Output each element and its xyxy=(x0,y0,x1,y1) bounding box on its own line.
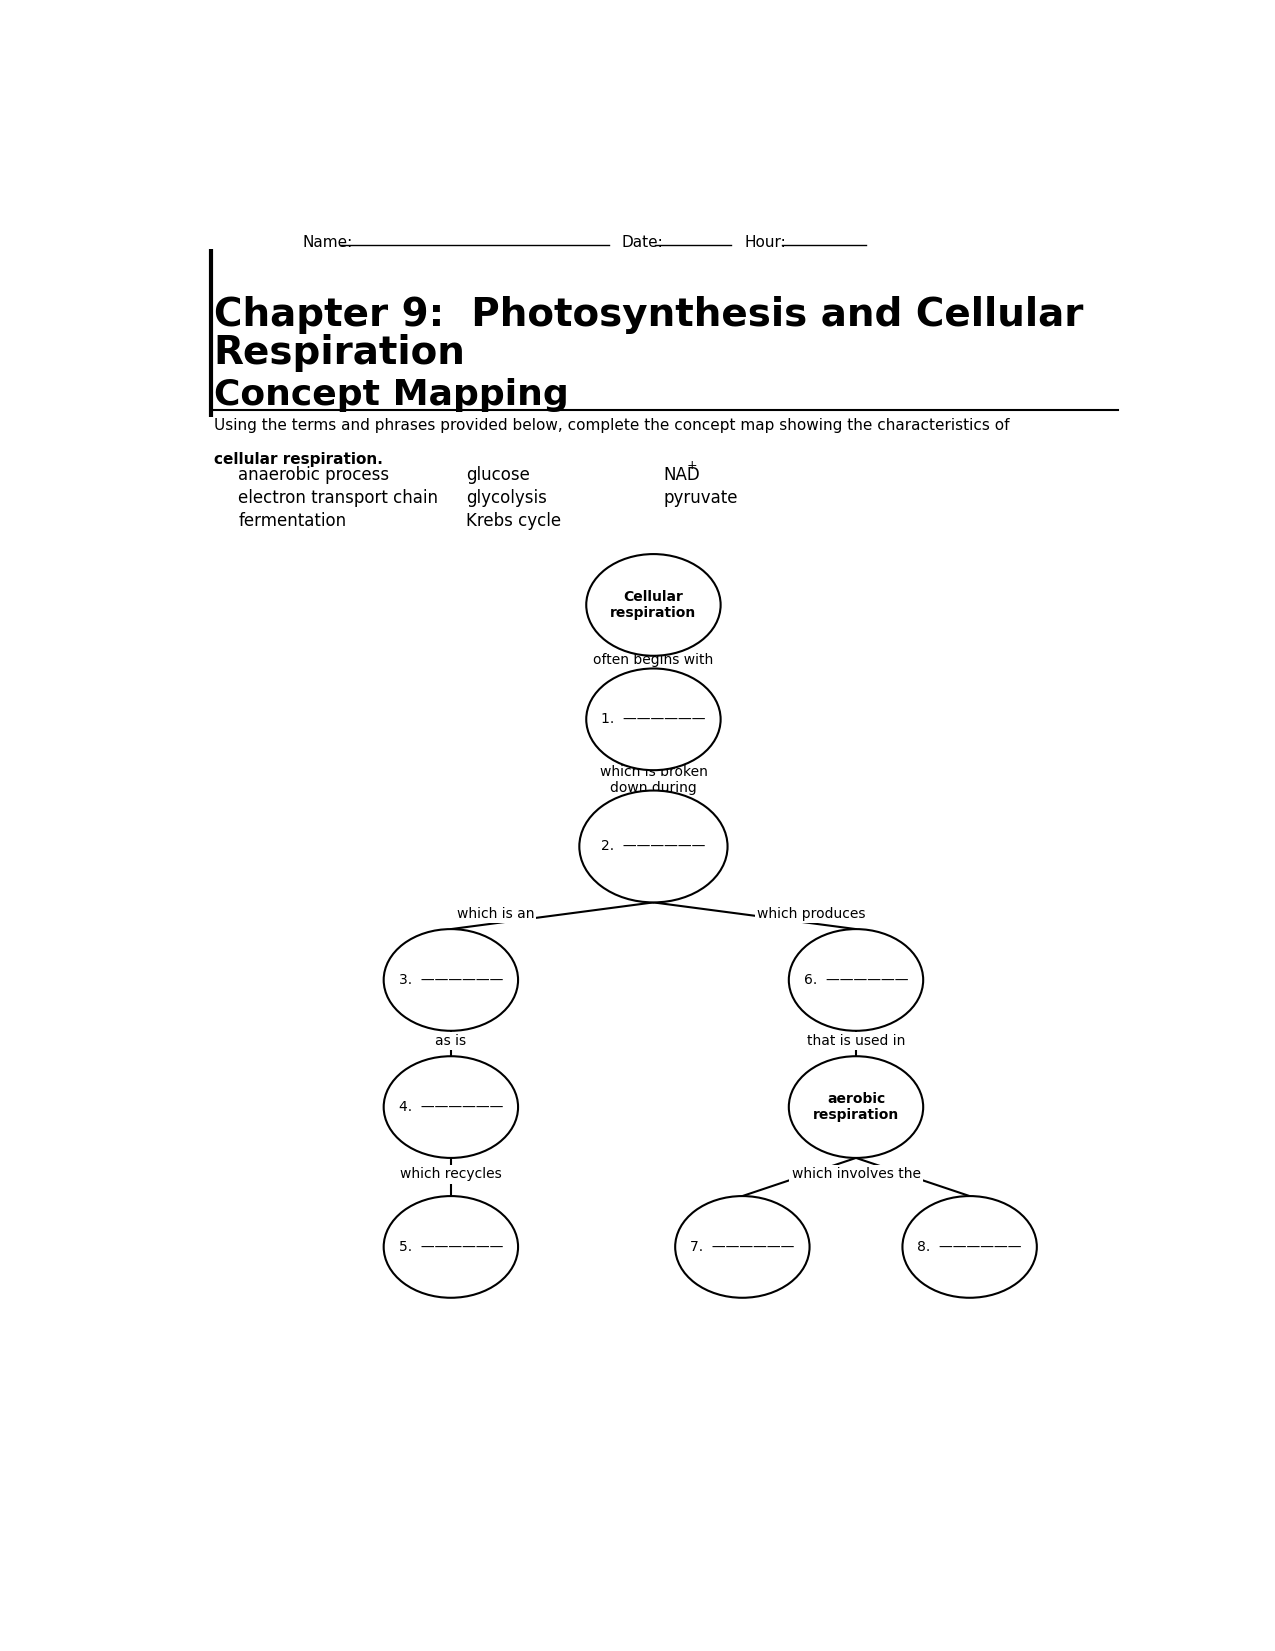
Text: pyruvate: pyruvate xyxy=(663,489,738,507)
Text: Concept Mapping: Concept Mapping xyxy=(214,378,569,413)
Text: +: + xyxy=(687,459,697,472)
Text: Chapter 9:  Photosynthesis and Cellular: Chapter 9: Photosynthesis and Cellular xyxy=(214,296,1082,334)
Text: Name:: Name: xyxy=(302,234,353,249)
Text: which is broken
down during: which is broken down during xyxy=(599,766,708,796)
Text: glycolysis: glycolysis xyxy=(465,489,547,507)
Ellipse shape xyxy=(384,1195,518,1298)
Text: cellular respiration.: cellular respiration. xyxy=(214,452,382,467)
Text: glucose: glucose xyxy=(465,466,529,484)
Text: Cellular
respiration: Cellular respiration xyxy=(611,589,696,621)
Ellipse shape xyxy=(586,555,720,655)
Text: which produces: which produces xyxy=(757,906,866,921)
Text: often begins with: often begins with xyxy=(593,652,714,667)
Text: which involves the: which involves the xyxy=(792,1167,921,1182)
Ellipse shape xyxy=(384,1057,518,1157)
Text: fermentation: fermentation xyxy=(238,512,347,530)
Text: 7.  ——————: 7. —————— xyxy=(690,1240,794,1253)
Ellipse shape xyxy=(789,1057,923,1157)
Ellipse shape xyxy=(384,930,518,1030)
Text: 6.  ——————: 6. —————— xyxy=(803,972,908,987)
Text: anaerobic process: anaerobic process xyxy=(238,466,390,484)
Text: electron transport chain: electron transport chain xyxy=(238,489,439,507)
Ellipse shape xyxy=(789,930,923,1030)
Ellipse shape xyxy=(586,669,720,771)
Text: 2.  ——————: 2. —————— xyxy=(602,839,705,854)
Text: 1.  ——————: 1. —————— xyxy=(602,712,705,726)
Text: 8.  ——————: 8. —————— xyxy=(918,1240,1021,1253)
Text: 5.  ——————: 5. —————— xyxy=(399,1240,504,1253)
Text: Krebs cycle: Krebs cycle xyxy=(465,512,561,530)
Ellipse shape xyxy=(676,1195,810,1298)
Ellipse shape xyxy=(903,1195,1037,1298)
Text: which recycles: which recycles xyxy=(400,1167,502,1182)
Text: that is used in: that is used in xyxy=(807,1034,905,1048)
Text: Hour:: Hour: xyxy=(745,234,787,249)
Text: NAD: NAD xyxy=(663,466,700,484)
Text: 4.  ——————: 4. —————— xyxy=(399,1100,504,1114)
Text: as is: as is xyxy=(435,1034,467,1048)
Text: which is an: which is an xyxy=(456,906,534,921)
Text: Date:: Date: xyxy=(622,234,663,249)
Ellipse shape xyxy=(579,791,728,903)
Text: Using the terms and phrases provided below, complete the concept map showing the: Using the terms and phrases provided bel… xyxy=(214,418,1010,433)
Text: aerobic
respiration: aerobic respiration xyxy=(813,1091,899,1123)
Text: Respiration: Respiration xyxy=(214,334,465,371)
Text: 3.  ——————: 3. —————— xyxy=(399,972,504,987)
